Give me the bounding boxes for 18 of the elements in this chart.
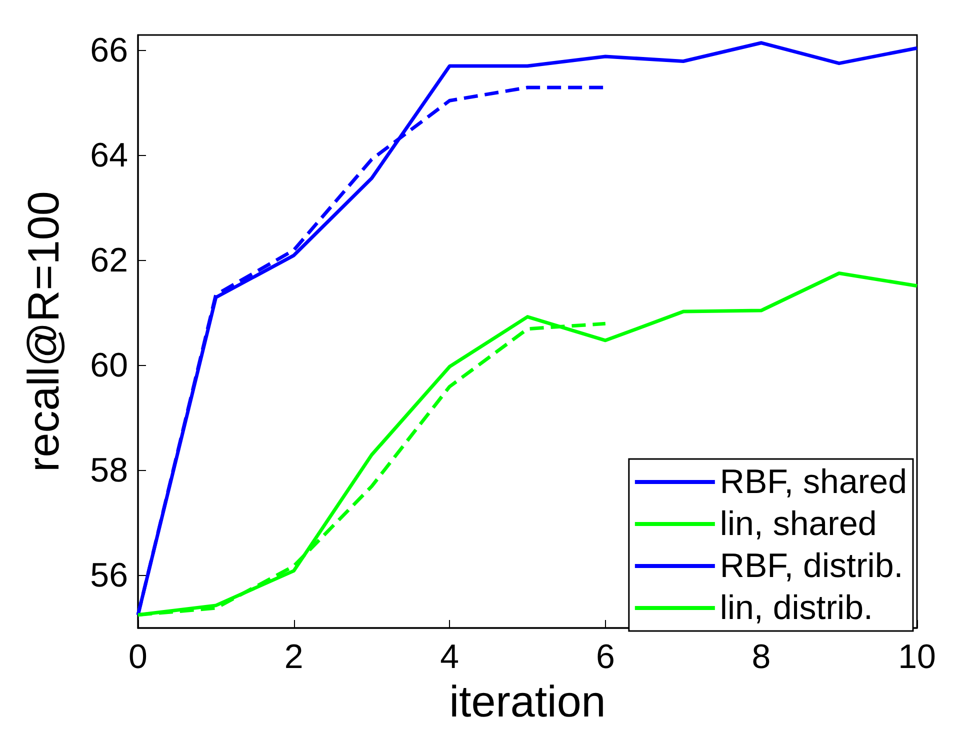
y-tick-label: 60 (90, 346, 128, 385)
x-tick-label: 4 (440, 638, 460, 676)
y-tick-label: 56 (90, 556, 128, 595)
x-tick-label: 6 (596, 638, 615, 676)
legend-label: RBF, shared (720, 463, 908, 501)
x-tick-label: 10 (898, 638, 936, 676)
y-tick-label: 58 (90, 452, 128, 490)
y-tick-label: 64 (90, 136, 128, 175)
legend-label: lin, shared (720, 505, 877, 543)
legend-label: lin, distrib. (720, 589, 873, 627)
x-tick-label: 8 (752, 638, 771, 676)
y-tick-label: 62 (90, 242, 128, 280)
y-axis-title: recall@R=100 (20, 191, 68, 472)
x-axis-title: iteration (449, 678, 606, 726)
x-tick-label: 0 (128, 638, 148, 676)
y-tick-label: 66 (90, 32, 128, 70)
legend-label: RBF, distrib. (720, 547, 904, 585)
x-tick-label: 2 (284, 638, 304, 676)
